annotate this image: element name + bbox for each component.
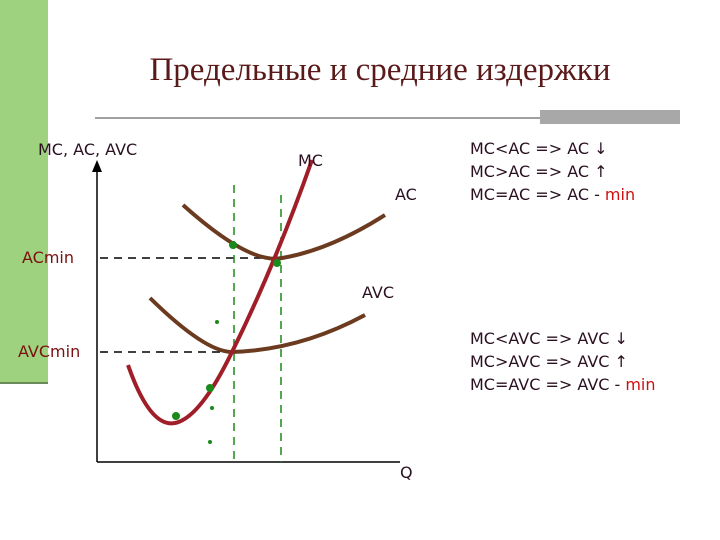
rule-text: MC=AVC => AVC -	[470, 375, 620, 394]
rule: MC>AVC => AVC ↑	[470, 352, 628, 371]
marker	[273, 259, 281, 267]
rule-text: MC>AVC => AVC ↑	[470, 352, 628, 371]
marker	[208, 440, 212, 444]
rule: MC=AC => AC - min	[470, 185, 635, 204]
rule: MC<AVC => AVC ↓	[470, 329, 628, 348]
rule-highlight: min	[625, 375, 655, 394]
x-axis-label: Q	[400, 463, 413, 482]
ac-min-label: ACmin	[22, 248, 74, 267]
avc-curve	[148, 296, 366, 355]
ac-label: AC	[395, 185, 417, 204]
y-axis-label: MC, AC, AVC	[38, 140, 137, 159]
rule: MC<AC => AC ↓	[470, 139, 608, 158]
markers	[172, 241, 281, 444]
rule-text: MC>AC => AC ↑	[470, 162, 608, 181]
mc-label: MC	[298, 151, 323, 170]
title-block	[540, 110, 680, 124]
mc-curve	[126, 159, 314, 426]
rule-text: MC=AC => AC -	[470, 185, 600, 204]
avc-min-label: AVCmin	[18, 342, 80, 361]
avc-label: AVC	[362, 283, 394, 302]
marker	[210, 406, 214, 410]
rule: MC=AVC => AVC - min	[470, 375, 655, 394]
title: Предельные и средние издержки	[149, 52, 610, 88]
rules: MC<AC => AC ↓ MC>AC => AC ↑ MC=AC => AC - m…	[470, 139, 655, 394]
ac-curve	[181, 203, 387, 261]
rule-text: MC<AVC => AVC ↓	[470, 329, 628, 348]
rule-text: MC<AC => AC ↓	[470, 139, 608, 158]
side-bar	[0, 0, 48, 383]
rule: MC>AC => AC ↑	[470, 162, 608, 181]
y-arrow	[92, 160, 102, 172]
marker	[215, 320, 219, 324]
rule-highlight: min	[605, 185, 635, 204]
marker	[229, 241, 237, 249]
marker	[206, 384, 214, 392]
marker	[172, 412, 180, 420]
guides	[100, 185, 282, 462]
